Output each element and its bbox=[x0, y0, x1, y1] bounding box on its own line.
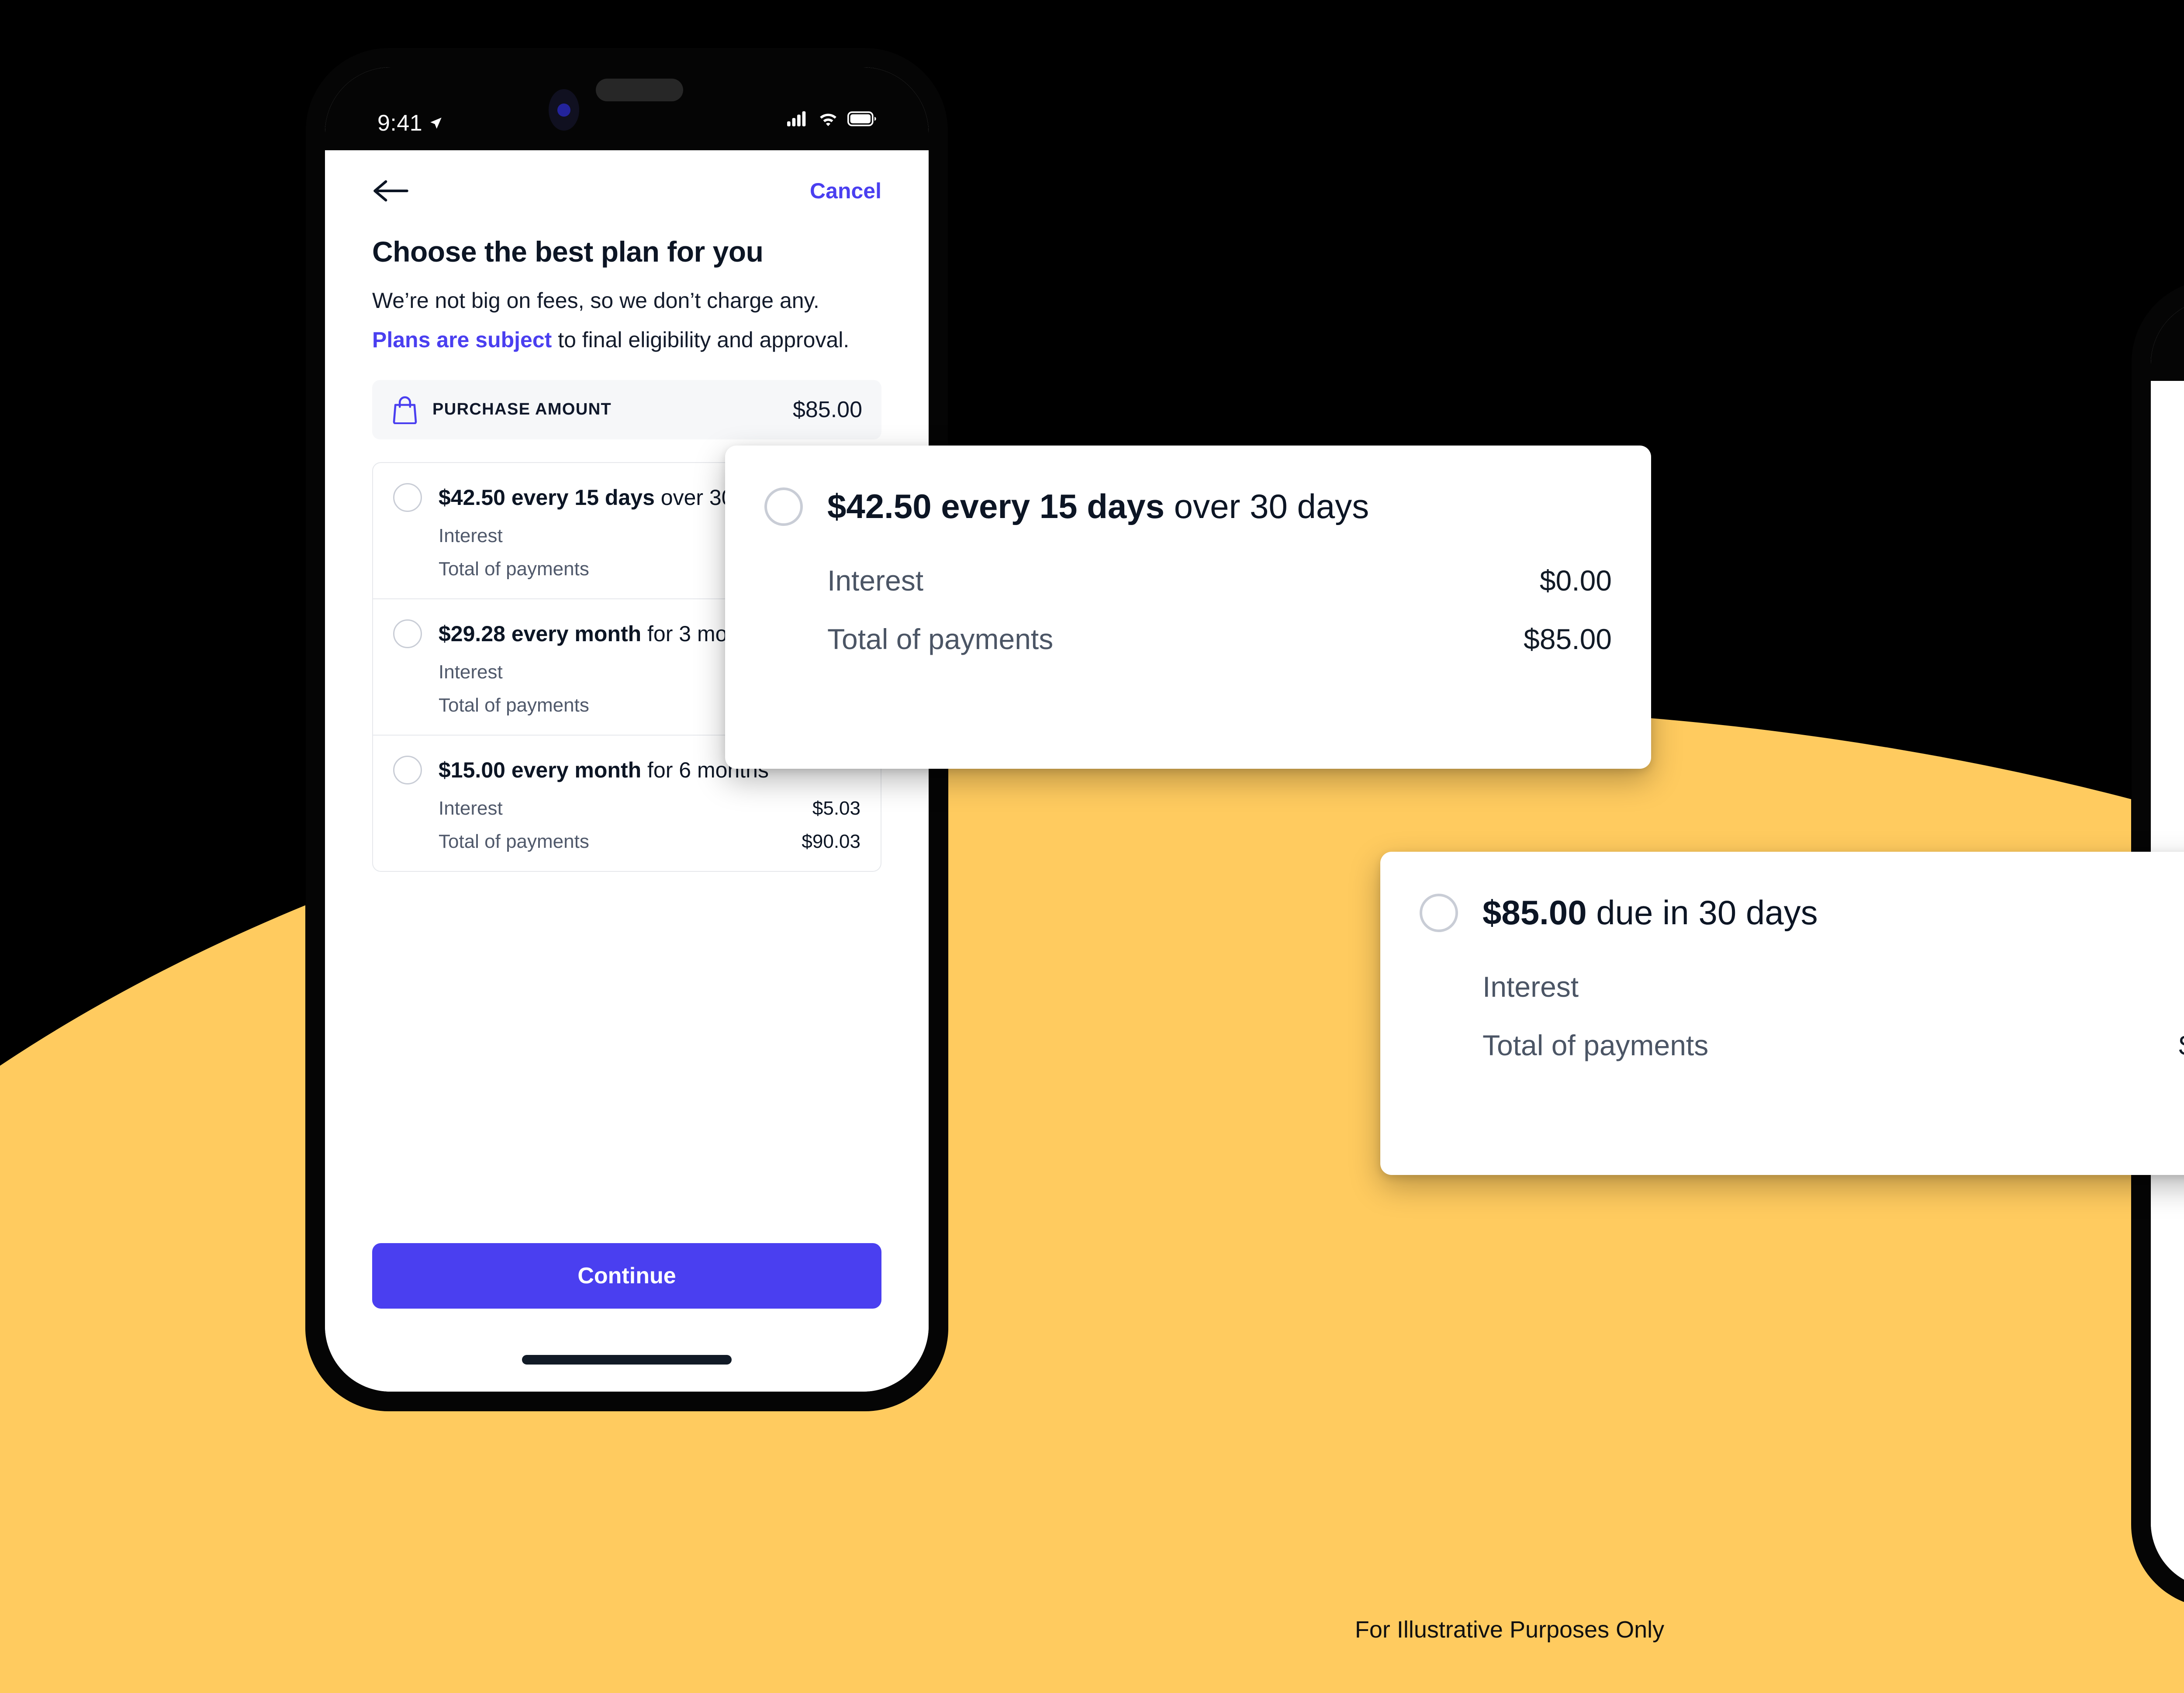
callout-title: $42.50 every 15 days over 30 days bbox=[827, 487, 1369, 526]
callout-amount: $42.50 every 15 days bbox=[827, 487, 1165, 525]
callout-interest-label: Interest bbox=[827, 564, 924, 597]
app-sheet-left: Cancel Choose the best plan for you We’r… bbox=[325, 150, 929, 1392]
status-bar-left: 9:41 bbox=[325, 67, 929, 150]
callout-interest-row: Interest $0.00 bbox=[1482, 970, 2184, 1003]
nav-row-right: Cancel bbox=[2151, 381, 2184, 427]
plan-total-row: Total of payments $90.03 bbox=[439, 831, 860, 853]
plan-list-left: $42.50 every 15 days over 30 days Intere… bbox=[372, 462, 881, 872]
plan-title: $42.50 every 15 days over 30 days bbox=[439, 485, 786, 510]
callout-title: $85.00 due in 30 days bbox=[1482, 893, 1818, 933]
cellular-bars-icon bbox=[787, 111, 806, 127]
nav-row-left: Cancel bbox=[325, 150, 929, 204]
callout-total-value: $85.00 bbox=[1524, 623, 1612, 655]
plan-title: $29.28 every month for 3 months bbox=[439, 621, 769, 646]
callout-interest-row: Interest $0.00 bbox=[827, 564, 1612, 597]
total-label: Total of payments bbox=[439, 694, 589, 716]
total-value: $90.03 bbox=[802, 830, 860, 852]
front-camera-icon bbox=[549, 89, 579, 131]
plan-row[interactable]: $15.00 every month for 6 months Interest… bbox=[373, 736, 881, 871]
callout-total-value: $85.00 bbox=[2179, 1029, 2184, 1062]
callout-head: $85.00 due in 30 days bbox=[1420, 893, 2184, 933]
interest-value: $5.03 bbox=[812, 797, 860, 819]
plan-amount: $29.28 every month bbox=[439, 621, 642, 646]
callout-amount: $85.00 bbox=[1482, 893, 1587, 932]
plan-head: $42.50 every 15 days over 30 days bbox=[393, 483, 860, 512]
subtitle-line-2: Plans are subject to final eligibility a… bbox=[372, 325, 881, 355]
callout-interest-value: $0.00 bbox=[1539, 564, 1612, 597]
continue-button[interactable]: Continue bbox=[372, 1243, 881, 1309]
callout-radio[interactable] bbox=[1420, 893, 1458, 932]
home-indicator bbox=[522, 1355, 732, 1365]
interest-label: Interest bbox=[439, 525, 503, 546]
battery-icon bbox=[847, 111, 876, 126]
total-label: Total of payments bbox=[439, 830, 589, 852]
subtitle-line-1: We’re not big on fees, so we don’t charg… bbox=[372, 288, 819, 313]
callout-total-row: Total of payments $85.00 bbox=[1482, 1029, 2184, 1062]
callout-total-label: Total of payments bbox=[827, 623, 1054, 655]
plan-amount: $42.50 every 15 days bbox=[439, 485, 655, 510]
plan-amount: $15.00 every month bbox=[439, 757, 642, 782]
plan-interest-row: Interest $5.03 bbox=[439, 798, 860, 819]
plans-subject-link[interactable]: Plans are subject bbox=[372, 327, 552, 352]
interest-label: Interest bbox=[439, 797, 503, 819]
subtitle-line-2-rest: to final eligibility and approval. bbox=[552, 327, 850, 352]
earpiece-speaker bbox=[596, 79, 683, 101]
purchase-amount-value: $85.00 bbox=[792, 397, 862, 422]
plan-title: $15.00 every month for 6 months bbox=[439, 757, 769, 783]
total-label: Total of payments bbox=[439, 558, 589, 580]
back-arrow-icon[interactable] bbox=[372, 177, 410, 204]
status-time-label: 9:41 bbox=[377, 111, 423, 136]
callout-interest-label: Interest bbox=[1482, 971, 1579, 1003]
callout-radio[interactable] bbox=[764, 487, 803, 526]
callout-total-row: Total of payments $85.00 bbox=[827, 622, 1612, 656]
status-bar-right: 9:41 bbox=[2151, 299, 2184, 381]
plan-radio[interactable] bbox=[393, 483, 422, 512]
purchase-amount-row: PURCHASE AMOUNT $85.00 bbox=[372, 380, 881, 439]
callout-term: due in 30 days bbox=[1586, 893, 1818, 932]
status-time: 9:41 bbox=[377, 110, 443, 136]
location-arrow-icon bbox=[430, 117, 442, 129]
status-indicators bbox=[787, 111, 876, 127]
purchase-amount-label: PURCHASE AMOUNT bbox=[432, 400, 612, 419]
plan-radio[interactable] bbox=[393, 755, 422, 784]
wifi-icon bbox=[820, 114, 836, 126]
plan-radio[interactable] bbox=[393, 619, 422, 648]
cancel-button[interactable]: Cancel bbox=[810, 179, 881, 203]
callout-head: $42.50 every 15 days over 30 days bbox=[764, 487, 1612, 526]
footnote-text: For Illustrative Purposes Only bbox=[1355, 1617, 1665, 1643]
callout-term: over 30 days bbox=[1165, 487, 1369, 525]
page-title: Choose the best plan for you bbox=[372, 235, 764, 268]
callout-card-plan-1: $42.50 every 15 days over 30 days Intere… bbox=[725, 446, 1651, 769]
callout-card-plan-2: $85.00 due in 30 days Interest $0.00 Tot… bbox=[1380, 852, 2184, 1175]
callout-total-label: Total of payments bbox=[1482, 1029, 1709, 1061]
shopping-bag-icon bbox=[393, 396, 417, 424]
interest-label: Interest bbox=[439, 661, 503, 683]
